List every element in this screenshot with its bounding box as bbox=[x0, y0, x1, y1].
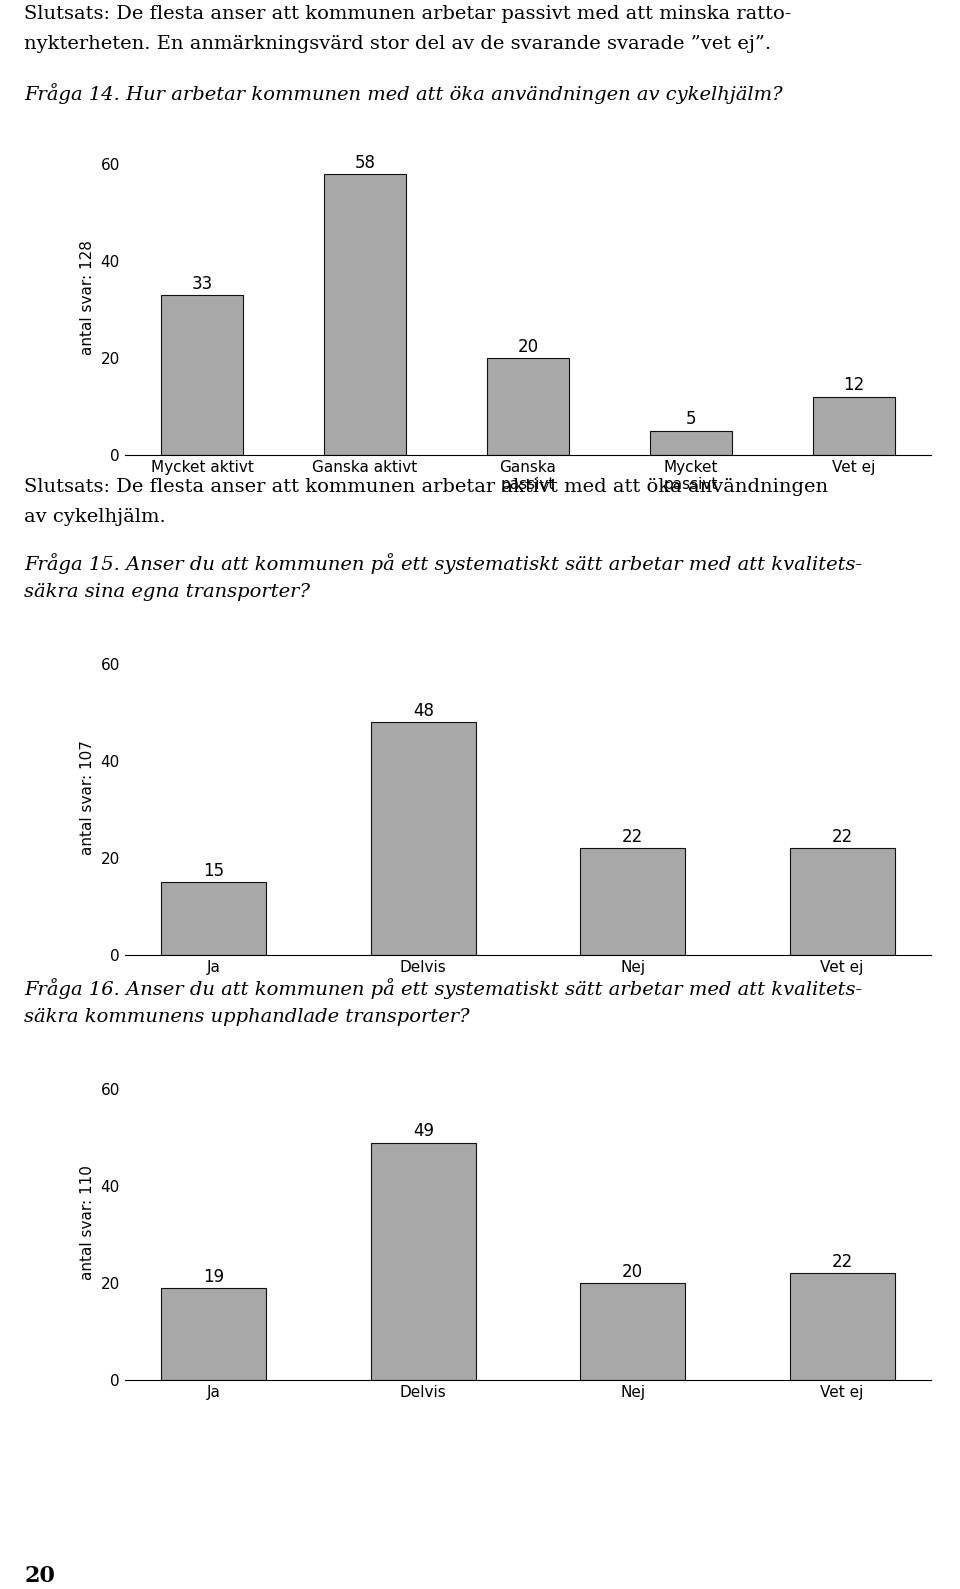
Bar bbox=[581, 1282, 685, 1379]
Text: 22: 22 bbox=[622, 828, 643, 845]
Bar bbox=[790, 849, 895, 955]
Text: 20: 20 bbox=[517, 337, 539, 356]
Text: nykterheten. En anmärkningsvärd stor del av de svarande svarade ”vet ej”.: nykterheten. En anmärkningsvärd stor del… bbox=[24, 35, 771, 52]
Text: 12: 12 bbox=[843, 377, 864, 394]
Text: 19: 19 bbox=[204, 1268, 225, 1286]
Y-axis label: antal svar: 128: antal svar: 128 bbox=[80, 240, 95, 354]
Text: Slutsats: De flesta anser att kommunen arbetar aktivt med att öka användningen: Slutsats: De flesta anser att kommunen a… bbox=[24, 478, 828, 496]
Text: 48: 48 bbox=[413, 702, 434, 720]
Y-axis label: antal svar: 110: antal svar: 110 bbox=[80, 1165, 95, 1279]
Bar bbox=[581, 849, 685, 955]
Text: Fråga 16. Anser du att kommunen på ett systematiskt sätt arbetar med att kvalite: Fråga 16. Anser du att kommunen på ett s… bbox=[24, 977, 862, 999]
Text: 20: 20 bbox=[24, 1565, 55, 1587]
Text: säkra sina egna transporter?: säkra sina egna transporter? bbox=[24, 583, 310, 601]
Text: 15: 15 bbox=[204, 861, 225, 880]
Text: 20: 20 bbox=[622, 1263, 643, 1281]
Text: 58: 58 bbox=[354, 154, 375, 172]
Text: 22: 22 bbox=[831, 828, 852, 845]
Bar bbox=[161, 882, 266, 955]
Bar bbox=[650, 431, 732, 454]
Text: 33: 33 bbox=[192, 275, 213, 292]
Bar bbox=[790, 1273, 895, 1379]
Bar bbox=[161, 1289, 266, 1379]
Text: 5: 5 bbox=[685, 410, 696, 429]
Text: 22: 22 bbox=[831, 1254, 852, 1271]
Bar bbox=[371, 723, 475, 955]
Y-axis label: antal svar: 107: antal svar: 107 bbox=[80, 740, 95, 855]
Text: Fråga 14. Hur arbetar kommunen med att öka användningen av cykelhjälm?: Fråga 14. Hur arbetar kommunen med att ö… bbox=[24, 83, 782, 103]
Text: Slutsats: De flesta anser att kommunen arbetar passivt med att minska ratto-: Slutsats: De flesta anser att kommunen a… bbox=[24, 5, 791, 22]
Text: Fråga 15. Anser du att kommunen på ett systematiskt sätt arbetar med att kvalite: Fråga 15. Anser du att kommunen på ett s… bbox=[24, 553, 862, 574]
Bar bbox=[813, 397, 895, 454]
Text: av cykelhjälm.: av cykelhjälm. bbox=[24, 508, 166, 526]
Bar bbox=[371, 1142, 475, 1379]
Bar bbox=[161, 296, 243, 454]
Text: säkra kommunens upphandlade transporter?: säkra kommunens upphandlade transporter? bbox=[24, 1007, 469, 1026]
Bar bbox=[488, 358, 568, 454]
Text: 49: 49 bbox=[413, 1122, 434, 1141]
Bar bbox=[324, 173, 406, 454]
